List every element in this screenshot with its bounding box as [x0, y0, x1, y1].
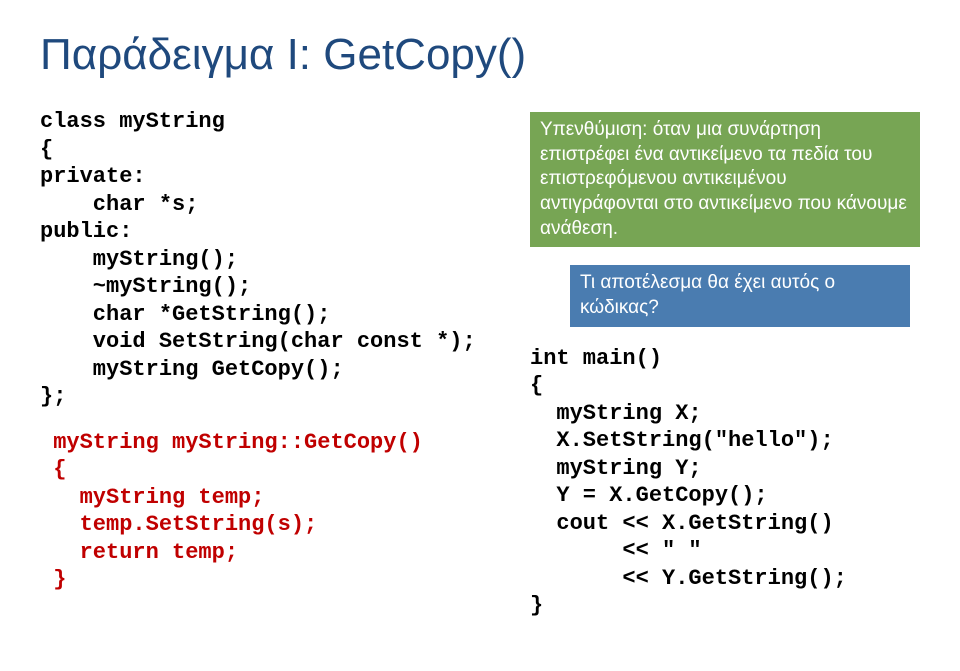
right-column: Υπενθύμιση: όταν μια συνάρτηση επιστρέφε… [530, 108, 920, 620]
left-column: class myString { private: char *s; publi… [40, 108, 530, 620]
class-definition: class myString { private: char *s; publi… [40, 108, 530, 411]
main-function-code: int main() { myString X; X.SetString("he… [530, 345, 920, 620]
question-note: Τι αποτέλεσμα θα έχει αυτός ο κώδικας? [570, 265, 910, 326]
method-definition: myString myString::GetCopy() { myString … [40, 429, 530, 594]
reminder-note: Υπενθύμιση: όταν μια συνάρτηση επιστρέφε… [530, 112, 920, 247]
content-area: class myString { private: char *s; publi… [40, 108, 920, 620]
page-title: Παράδειγμα Ι: GetCopy() [40, 30, 920, 80]
